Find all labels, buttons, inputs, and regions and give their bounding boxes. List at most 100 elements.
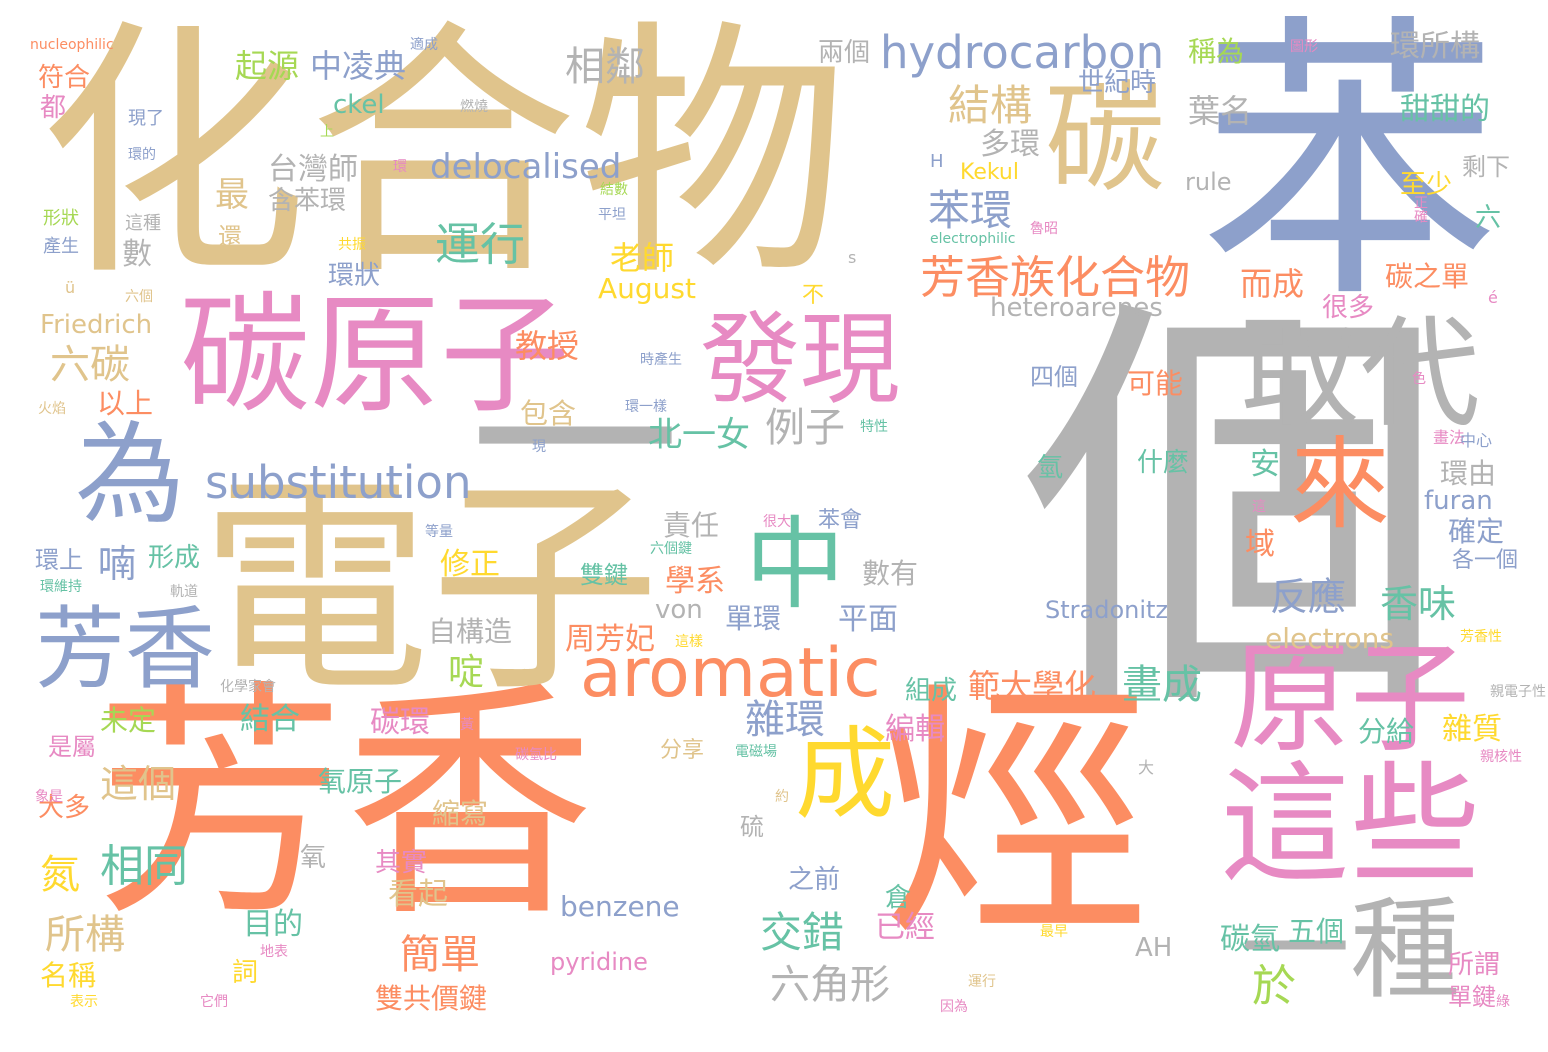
word-168: 六個鍵 [650, 541, 692, 557]
word-176: 電磁場 [735, 744, 777, 760]
word-127: 形狀 [43, 208, 79, 229]
word-67: 各一個 [1452, 548, 1519, 573]
word-59: 四個 [1030, 363, 1078, 391]
word-177: 大 [1138, 758, 1155, 777]
word-89: 組成 [905, 676, 958, 706]
word-166: 環維持 [40, 579, 82, 595]
word-101: 所構 [45, 912, 125, 958]
word-87: 雜環 [745, 697, 825, 743]
word-16: 中 [745, 506, 845, 623]
word-181: 硫 [740, 813, 764, 841]
word-164: 這 [1252, 499, 1266, 515]
word-65: furan [1424, 486, 1493, 516]
word-156: 現 [532, 439, 546, 455]
word-46: 老師 [610, 239, 675, 277]
word-14: 芳香 [35, 597, 215, 702]
word-39: 最 [215, 175, 249, 215]
word-179: 親核性 [1480, 749, 1522, 765]
word-48: Friedrich [40, 310, 153, 340]
word-160: 中心 [1460, 431, 1493, 450]
word-105: 看起 [388, 877, 448, 912]
word-25: 結構 [948, 81, 1033, 130]
word-140: 燃燒 [460, 99, 488, 115]
word-52: 很多 [1322, 293, 1375, 323]
word-71: 責任 [663, 509, 720, 542]
word-183: 地表 [260, 944, 288, 960]
word-174: 碳氫比 [515, 747, 557, 763]
word-41: 以上 [97, 387, 154, 420]
word-79: 單環 [725, 602, 782, 635]
word-175: 分享 [660, 738, 705, 763]
word-131: 環狀 [328, 261, 381, 291]
word-77: 雙鍵 [580, 561, 628, 589]
word-28: 中凌典 [310, 47, 407, 85]
word-88: 範大學化 [968, 667, 1097, 705]
word-108: 雙共價鍵 [375, 982, 488, 1015]
word-95: 這個 [100, 762, 177, 806]
word-128: 產生 [43, 236, 79, 257]
word-125: 都 [40, 93, 67, 123]
word-147: 平坦 [598, 207, 626, 223]
word-76: 修正 [440, 547, 500, 582]
word-31: 甜甜的 [1400, 92, 1490, 127]
word-97: 大多 [38, 793, 91, 823]
word-51: 碳之單 [1385, 260, 1470, 293]
word-26: 苯環 [928, 186, 1013, 235]
word-50: 而成 [1240, 265, 1305, 303]
word-112: benzene [560, 890, 680, 923]
word-158: 特性 [860, 419, 888, 435]
word-23: delocalised [430, 147, 622, 187]
word-8: 碳 [1045, 70, 1165, 209]
word-17: 成 [795, 716, 895, 833]
word-73: 喃 [98, 542, 137, 586]
word-120: 分給 [1358, 715, 1415, 748]
word-143: 環的 [128, 147, 156, 163]
word-115: 倉 [885, 883, 912, 913]
word-10: 發現 [700, 301, 900, 418]
word-33: 稱為 [1188, 35, 1245, 68]
word-178: 約 [775, 789, 789, 805]
word-129: 數 [122, 237, 152, 272]
word-21: substitution [205, 456, 472, 509]
word-149: 氫比大 [210, 247, 252, 263]
word-119: 於 [1252, 961, 1296, 1012]
word-151: 正確 [1412, 195, 1428, 223]
word-133: H [930, 151, 944, 172]
word-123: 單鍵 [1448, 983, 1496, 1011]
word-12: 這些 [1220, 749, 1481, 901]
word-130: 還 [218, 223, 242, 251]
word-137: é [1488, 288, 1498, 307]
word-47: August [598, 272, 696, 305]
word-69: 反應 [1270, 575, 1347, 619]
word-110: 六角形 [770, 962, 890, 1008]
word-106: 其實 [375, 848, 428, 878]
word-27: 相鄰 [565, 44, 645, 90]
word-38: 含苯環 [268, 186, 347, 216]
word-64: 環由 [1440, 457, 1497, 490]
word-58: ckel [333, 90, 385, 120]
word-136: ü [65, 278, 76, 297]
word-100: 氮 [40, 852, 80, 898]
word-56: rule [1185, 168, 1232, 196]
word-102: 名稱 [40, 959, 97, 992]
word-150: 六個 [125, 289, 153, 305]
word-86: 畫成 [1122, 662, 1202, 708]
word-96: 氧原子 [318, 765, 403, 798]
word-180: 象是 [35, 789, 63, 805]
word-81: 自構造 [428, 615, 513, 648]
word-35: 世紀時 [1078, 68, 1157, 98]
word-61: 什麼 [1137, 448, 1190, 478]
word-157: 環一樣 [625, 399, 667, 415]
word-182: 氧 [300, 843, 327, 873]
word-161: 等量 [425, 524, 453, 540]
word-134: nucleophilic [30, 37, 114, 53]
word-145: 環 [393, 159, 407, 175]
word-55: 六 [1475, 203, 1502, 233]
word-138: s [848, 248, 857, 267]
word-75: 數有 [862, 557, 919, 590]
word-144: 這種 [125, 213, 161, 234]
word-152: 魯昭 [1030, 221, 1058, 237]
word-170: 芳香性 [1460, 629, 1502, 645]
word-45: 包含 [520, 397, 577, 430]
word-15: 來 [1290, 426, 1390, 543]
